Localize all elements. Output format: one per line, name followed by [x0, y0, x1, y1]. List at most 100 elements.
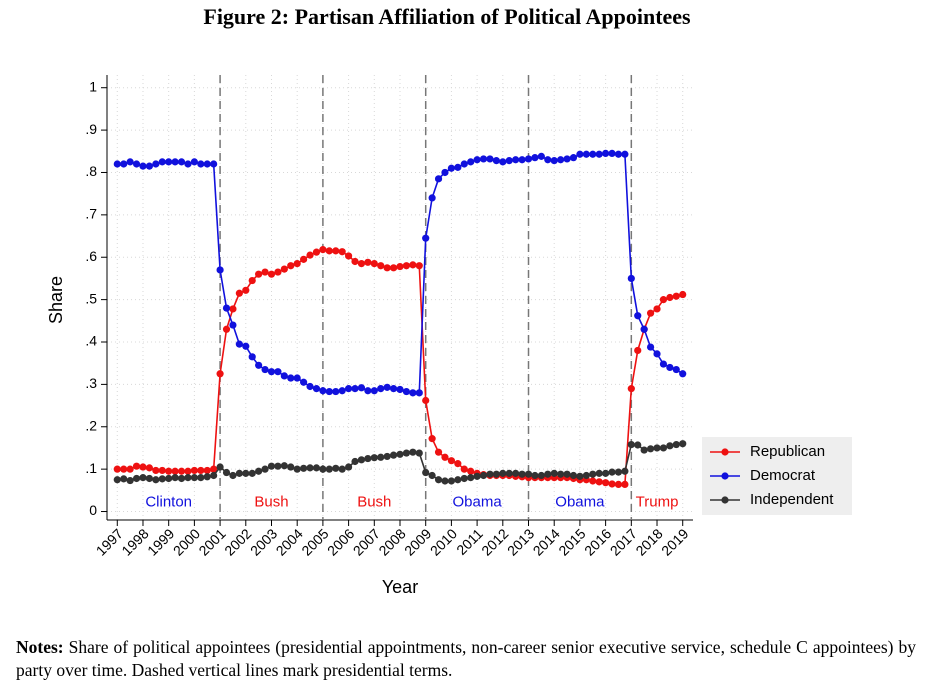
point	[287, 374, 295, 382]
point	[614, 468, 623, 476]
point	[415, 449, 423, 457]
point	[325, 465, 333, 473]
point	[344, 385, 353, 393]
point	[197, 160, 205, 168]
point	[267, 368, 276, 376]
point	[126, 465, 134, 473]
notes: Notes: Share of political appointees (pr…	[16, 636, 916, 682]
point	[460, 160, 468, 168]
point	[351, 385, 359, 393]
point	[338, 465, 346, 473]
point	[389, 385, 398, 393]
series-line	[117, 152, 684, 394]
point	[267, 270, 276, 278]
point	[646, 343, 655, 351]
point	[550, 469, 558, 477]
y-tick-label: 1	[89, 78, 97, 94]
point	[402, 262, 411, 270]
point	[640, 325, 648, 333]
point	[634, 346, 642, 355]
x-tick-label: 2014	[530, 525, 563, 558]
point	[505, 157, 513, 165]
point	[602, 479, 610, 487]
point	[627, 385, 635, 393]
y-tick-label: .6	[85, 248, 97, 264]
x-tick-label: 2011	[453, 525, 486, 558]
point	[300, 464, 308, 472]
point	[524, 155, 533, 163]
point	[576, 472, 584, 480]
point	[569, 471, 578, 480]
point	[557, 470, 565, 478]
legend-label: Republican	[750, 443, 825, 460]
x-tick-label: 2013	[504, 525, 537, 558]
point	[113, 476, 121, 484]
point	[377, 385, 385, 393]
point	[447, 164, 456, 172]
point	[145, 162, 154, 170]
term-label: Bush	[357, 494, 391, 511]
point	[467, 158, 475, 166]
point	[300, 378, 308, 386]
point	[441, 168, 449, 177]
point	[460, 465, 468, 473]
x-tick-label: 2004	[273, 525, 306, 558]
point	[210, 465, 218, 473]
y-tick-label: .7	[85, 206, 97, 222]
legend-label: Democrat	[750, 467, 816, 484]
point	[428, 194, 436, 202]
point	[531, 154, 539, 162]
point	[499, 158, 507, 166]
point	[216, 266, 224, 274]
point	[203, 473, 211, 481]
point	[261, 465, 269, 473]
y-tick-label: .9	[85, 121, 97, 137]
point	[557, 156, 565, 164]
point	[229, 471, 237, 480]
point	[602, 149, 610, 158]
point	[614, 150, 623, 158]
point	[158, 466, 166, 475]
point	[171, 474, 179, 482]
point	[646, 309, 655, 317]
point	[261, 268, 269, 276]
x-tick-label: 2012	[478, 525, 511, 558]
point	[261, 365, 269, 374]
y-tick-label: .1	[85, 460, 97, 476]
point	[602, 469, 610, 477]
legend-marker	[721, 448, 729, 456]
point	[120, 465, 128, 473]
point	[338, 387, 346, 395]
point	[383, 383, 391, 391]
point	[409, 261, 417, 269]
point	[428, 471, 436, 480]
point	[486, 470, 494, 478]
point	[319, 387, 327, 395]
point	[666, 442, 674, 450]
point	[492, 157, 500, 165]
point	[364, 454, 372, 463]
point	[524, 470, 533, 478]
point	[351, 457, 359, 466]
point	[679, 290, 687, 299]
point	[287, 463, 295, 471]
point	[364, 258, 372, 266]
point	[222, 325, 231, 333]
point	[563, 155, 571, 163]
point	[139, 474, 147, 482]
point	[389, 264, 398, 272]
point	[274, 268, 282, 276]
notes-text: Share of political appointees (president…	[16, 637, 917, 680]
y-tick-label: 0	[89, 502, 97, 518]
point	[158, 475, 166, 483]
x-tick-label: 1999	[144, 525, 177, 558]
x-tick-label: 2000	[170, 525, 203, 558]
point	[595, 478, 603, 486]
point	[537, 471, 545, 480]
point	[242, 469, 250, 477]
point	[344, 252, 353, 260]
point	[312, 385, 321, 393]
point	[454, 163, 462, 171]
point	[165, 158, 173, 166]
